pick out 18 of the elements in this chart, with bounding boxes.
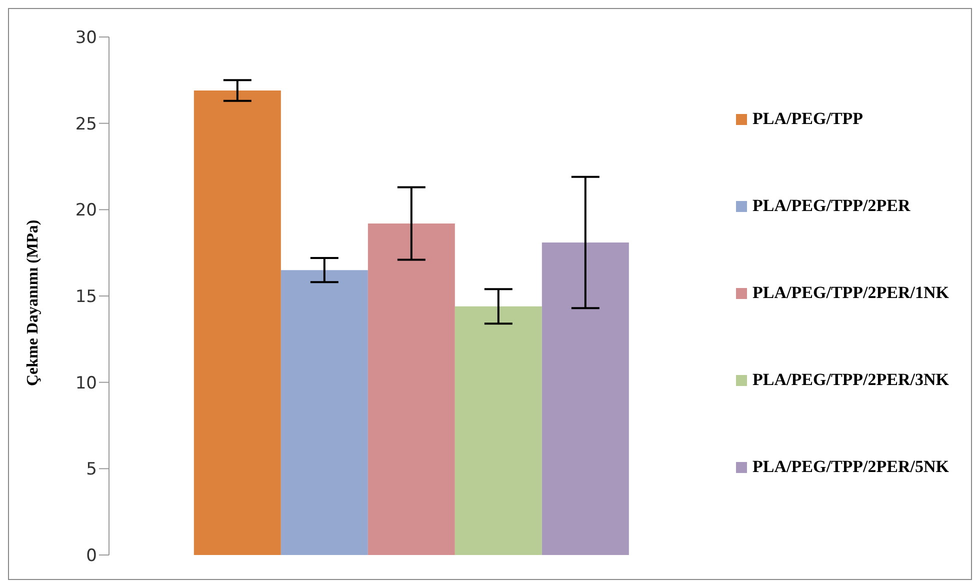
bar	[542, 242, 629, 555]
y-tick-label: 15	[75, 287, 97, 308]
legend-label: PLA/PEG/TPP/2PER	[752, 196, 910, 216]
y-tick-label: 5	[86, 460, 97, 480]
bar	[194, 90, 281, 555]
bar	[454, 306, 542, 555]
y-tick-label: 20	[75, 200, 97, 221]
legend-label: PLA/PEG/TPP/2PER/3NK	[752, 370, 949, 390]
y-tick-label: 30	[75, 28, 97, 48]
bar	[280, 270, 368, 555]
legend-label: PLA/PEG/TPP	[752, 109, 864, 129]
y-tick-label: 10	[75, 373, 97, 394]
y-tick-label: 25	[75, 114, 97, 134]
legend-label: PLA/PEG/TPP/2PER/5NK	[752, 457, 949, 477]
bar	[368, 223, 455, 555]
y-tick-label: 0	[86, 546, 97, 566]
y-axis-title: Çekme Dayanımı (MPa)	[24, 220, 42, 386]
legend-label: PLA/PEG/TPP/2PER/1NK	[752, 283, 949, 303]
